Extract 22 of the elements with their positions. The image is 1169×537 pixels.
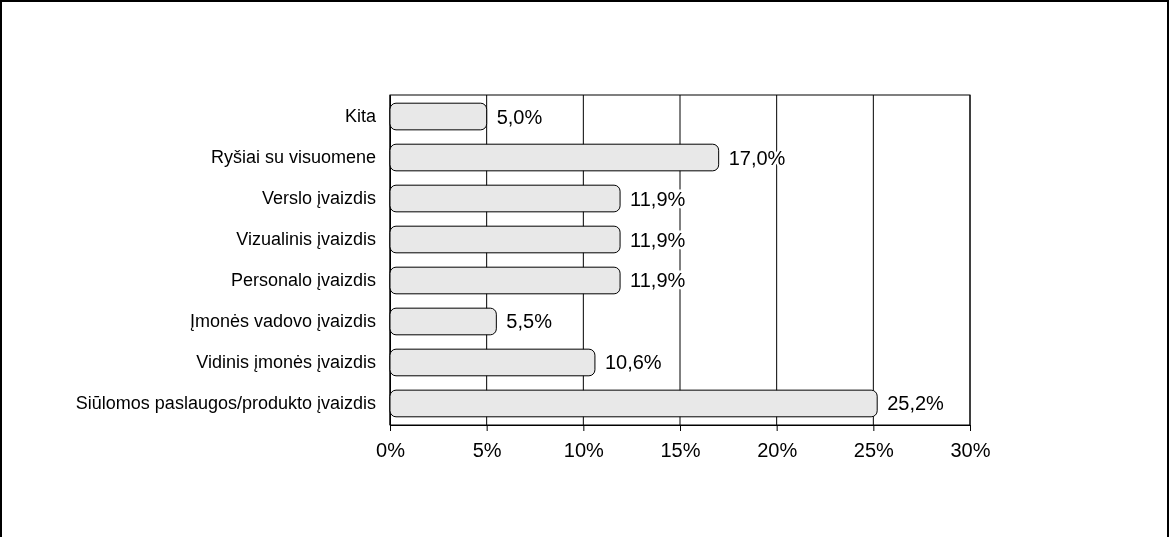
x-tick-label: 5% — [472, 439, 502, 462]
data-label: 5,0% — [496, 105, 543, 128]
x-tick-label: 25% — [853, 439, 895, 462]
y-tick-label: Siūlomos paslaugos/produkto įvaizdis — [75, 393, 376, 414]
data-label: 5,5% — [506, 310, 553, 333]
data-label: 11,9% — [630, 269, 686, 292]
x-tick-label: 10% — [563, 439, 605, 462]
data-label: 10,6% — [604, 351, 662, 374]
data-label: 11,9% — [630, 187, 686, 210]
y-tick-label: Įmonės vadovo įvaizdis — [189, 311, 376, 332]
data-label: 11,9% — [630, 228, 686, 251]
x-tick-label: 30% — [950, 439, 991, 462]
y-tick-label: Vidinis įmonės įvaizdis — [196, 352, 376, 373]
x-tick-label: 20% — [757, 439, 798, 462]
y-tick-label: Kita — [344, 106, 377, 127]
x-tick-label: 0% — [376, 439, 406, 462]
y-tick-label: Ryšiai su visuomene — [210, 147, 376, 168]
y-tick-label: Verslo įvaizdis — [261, 188, 376, 209]
y-tick-label: Personalo įvaizdis — [230, 270, 376, 291]
y-tick-label: Vizualinis įvaizdis — [236, 229, 376, 250]
data-label: 25,2% — [887, 392, 945, 415]
x-tick-label: 15% — [660, 439, 701, 462]
